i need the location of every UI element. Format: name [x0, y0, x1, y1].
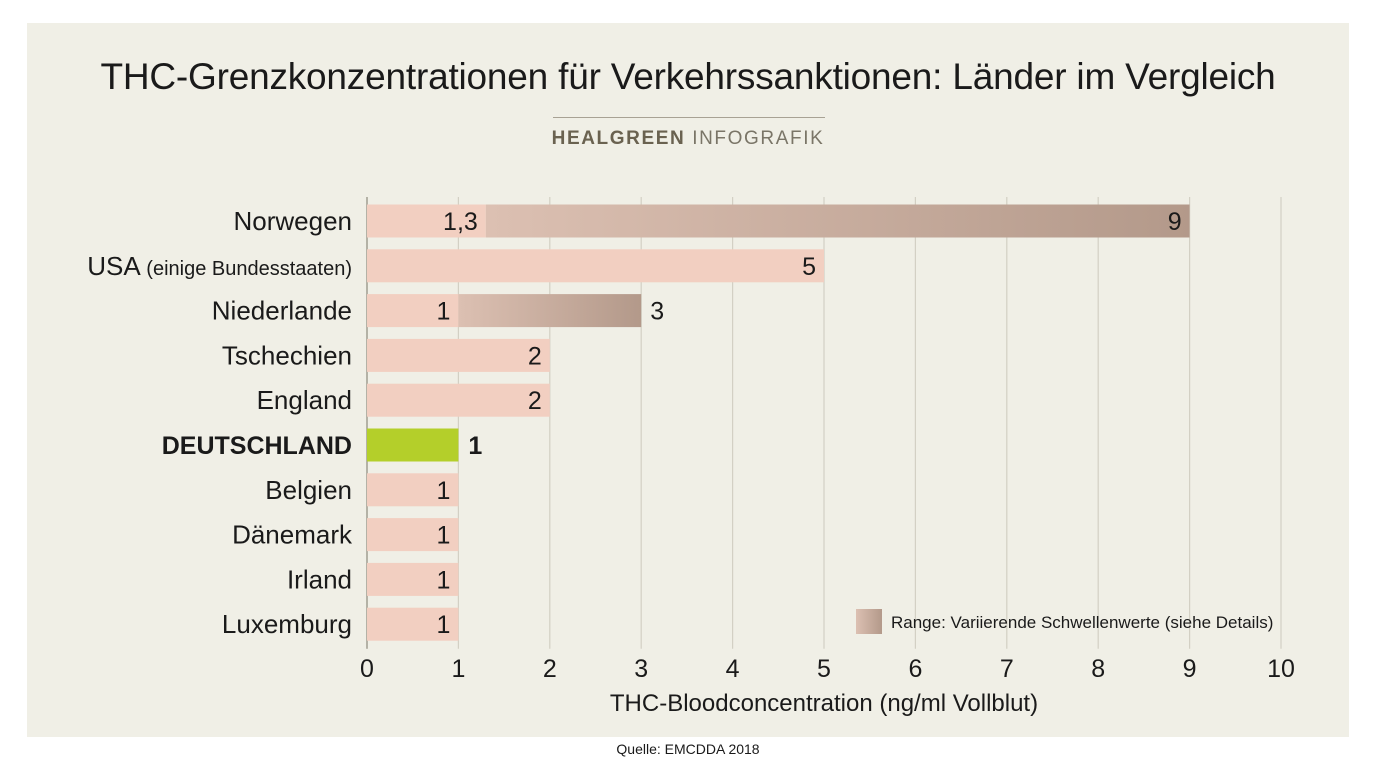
data-label: 1,3: [443, 208, 478, 236]
brand-divider: [553, 117, 825, 118]
chart-title: THC-Grenzkonzentrationen für Verkehrssan…: [100, 56, 1276, 97]
x-tick-label: 3: [634, 655, 648, 683]
x-tick-label: 9: [1183, 655, 1197, 683]
country-label: DEUTSCHLAND: [162, 432, 352, 460]
x-tick-label: 6: [908, 655, 922, 683]
range-bar: [485, 204, 1190, 238]
bar: [367, 383, 550, 417]
data-label: 1: [436, 566, 450, 594]
data-label: 1: [436, 522, 450, 550]
country-label: Luxemburg: [222, 609, 352, 639]
country-label: Irland: [287, 564, 352, 594]
range-bar: [458, 294, 642, 328]
x-tick-label: 8: [1091, 655, 1105, 683]
data-label: 2: [528, 387, 542, 415]
country-label: Belgien: [265, 475, 352, 505]
country-label-suffix: (einige Bundesstaaten): [141, 258, 352, 280]
x-tick-label: 4: [726, 655, 740, 683]
bar: [367, 294, 459, 328]
x-tick-label: 0: [360, 655, 374, 683]
range-max-label: 3: [650, 298, 664, 326]
legend-swatch: [856, 609, 882, 634]
range-max-label: 9: [1168, 208, 1182, 236]
country-label: USA (einige Bundesstaaten): [87, 251, 352, 281]
bar: [367, 562, 459, 596]
infographic-card: [27, 23, 1349, 737]
bar: [367, 249, 824, 283]
bar: [367, 607, 459, 641]
country-label: Niederlande: [212, 296, 352, 326]
x-tick-label: 10: [1267, 655, 1295, 683]
data-label: 1: [436, 298, 450, 326]
bar: [367, 204, 486, 238]
legend-label: Range: Variierende Schwellenwerte (siehe…: [891, 613, 1273, 632]
brand-tagline: INFOGRAFIK: [692, 128, 825, 149]
data-label: 1: [468, 432, 482, 460]
x-tick-label: 5: [817, 655, 831, 683]
bar: [367, 518, 459, 552]
country-label: Tschechien: [222, 340, 352, 370]
bar: [367, 338, 550, 372]
brand-label: HEALGREEN INFOGRAFIK: [0, 128, 1376, 150]
x-tick-label: 1: [451, 655, 465, 683]
country-label: Dänemark: [232, 520, 353, 550]
bar: [367, 428, 459, 462]
country-label: Norwegen: [233, 206, 352, 236]
x-tick-label: 7: [1000, 655, 1014, 683]
data-label: 1: [436, 477, 450, 505]
x-axis-title: THC-Bloodconcentration (ng/ml Vollblut): [610, 690, 1038, 717]
bar: [367, 473, 459, 507]
brand-name: HEALGREEN: [551, 128, 686, 149]
country-label: England: [257, 385, 352, 415]
data-label: 1: [436, 611, 450, 639]
x-tick-label: 2: [543, 655, 557, 683]
source-note: Quelle: EMCDDA 2018: [616, 741, 760, 757]
data-label: 5: [802, 253, 816, 281]
data-label: 2: [528, 342, 542, 370]
